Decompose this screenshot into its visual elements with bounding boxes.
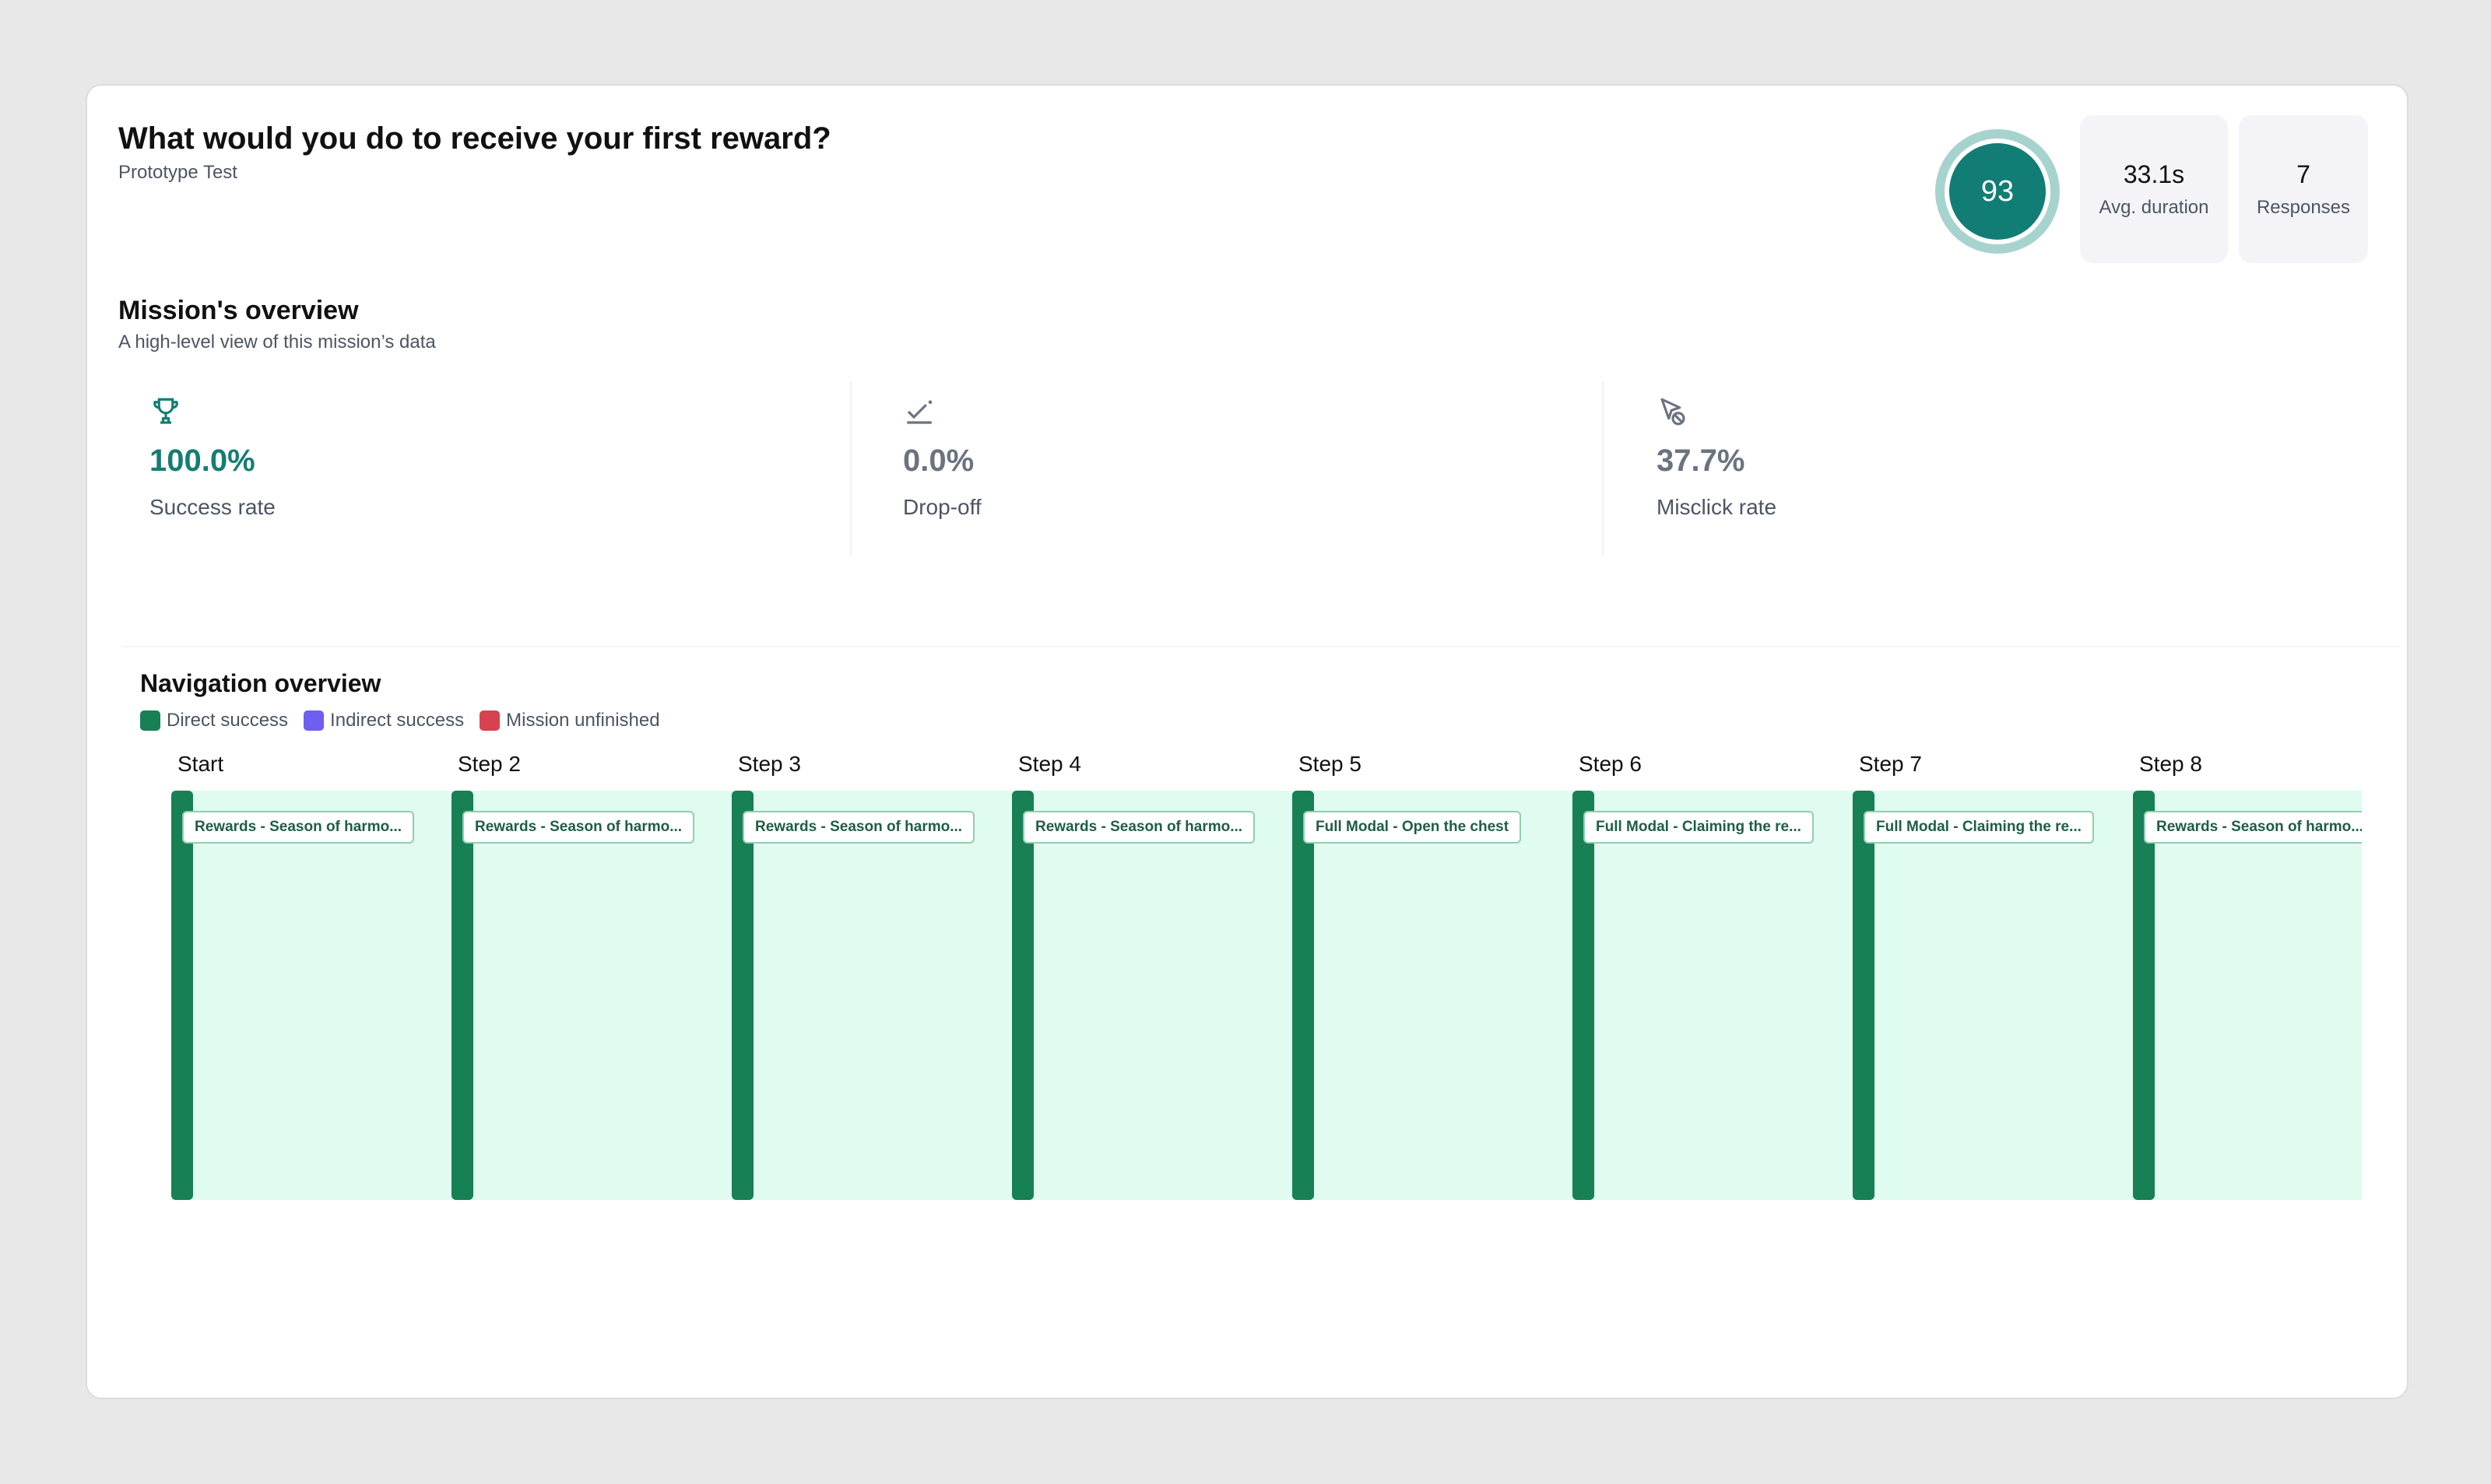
direct-success-bar[interactable] [1853,791,1874,1200]
success-rate-value: 100.0% [149,444,255,478]
responses-value: 7 [2296,160,2310,188]
screen-tag[interactable]: Rewards - Season of harmo... [462,811,695,844]
direct-success-bar[interactable] [1012,791,1034,1200]
step-flow-area [732,791,1012,1200]
legend-label: Mission unfinished [506,710,660,731]
direct-success-bar[interactable] [171,791,193,1200]
navigation-overview-title: Navigation overview [140,669,381,697]
screen-tag[interactable]: Full Modal - Claiming the re... [1583,811,1814,844]
navigation-legend: Direct success Indirect success Mission … [140,710,660,731]
avg-duration-label: Avg. duration [2099,196,2209,218]
success-rate-label: Success rate [149,495,276,519]
responses-label: Responses [2256,196,2351,218]
step-column: Step 4 Rewards - Season of harmo... [1012,752,1292,1200]
step-flow-area [2133,791,2362,1200]
success-rate-metric: 100.0% Success rate [149,381,834,556]
screen-tag[interactable]: Full Modal - Open the chest [1303,811,1522,844]
test-type-label: Prototype Test [118,162,237,183]
trophy-icon [153,398,178,424]
screen-tag[interactable]: Full Modal - Claiming the re... [1864,811,2094,844]
direct-success-bar[interactable] [451,791,473,1200]
step-flow-area [1012,791,1292,1200]
step-flow-area [451,791,732,1200]
step-flow-area [1292,791,1572,1200]
misclick-icon [1660,398,1685,426]
step-column: Step 2 Rewards - Season of harmo... [451,752,732,1200]
drop-off-label: Drop-off [903,495,982,519]
page-title: What would you do to receive your first … [118,121,831,156]
legend-label: Indirect success [330,710,465,731]
screen-tag[interactable]: Rewards - Season of harmo... [2144,811,2362,844]
overview-subtitle: A high-level view of this mission’s data [118,332,436,353]
step-column: Step 8 Rewards - Season of harmo... [2133,752,2362,1200]
step-label: Step 5 [1298,752,1361,776]
step-column: Step 5 Full Modal - Open the chest [1292,752,1572,1200]
step-label: Step 6 [1579,752,1642,776]
usability-score-ring: 93 [1935,129,2060,254]
step-column: Step 7 Full Modal - Claiming the re... [1853,752,2133,1200]
step-label: Step 7 [1859,752,1922,776]
step-column: Step 3 Rewards - Season of harmo... [732,752,1012,1200]
step-flow-area [1853,791,2133,1200]
direct-success-bar[interactable] [1292,791,1314,1200]
legend-label: Direct success [167,710,289,731]
step-label: Step 2 [458,752,521,776]
step-flow-area [1572,791,1853,1200]
usability-score: 93 [1949,143,2046,240]
misclick-rate-value: 37.7% [1657,444,1745,478]
screen-tag[interactable]: Rewards - Season of harmo... [743,811,975,844]
screen-tag[interactable]: Rewards - Season of harmo... [182,811,415,844]
legend-swatch-unfinished [480,710,501,731]
legend-mission-unfinished[interactable]: Mission unfinished [480,710,660,731]
misclick-rate-label: Misclick rate [1657,495,1777,519]
direct-success-bar[interactable] [2133,791,2155,1200]
step-label: Step 3 [738,752,801,776]
legend-swatch-direct [140,710,160,731]
direct-success-bar[interactable] [1572,791,1594,1200]
step-column: Step 6 Full Modal - Claiming the re... [1572,752,1853,1200]
legend-indirect-success[interactable]: Indirect success [304,710,464,731]
drop-off-value: 0.0% [903,444,975,478]
legend-direct-success[interactable]: Direct success [140,710,288,731]
avg-duration-stat: 33.1s Avg. duration [2080,115,2228,263]
navigation-overview-panel: Navigation overview Direct success Indir… [121,646,2401,1398]
navigation-steps: Start Rewards - Season of harmo... Step … [171,752,2362,1200]
step-label: Start [177,752,224,776]
step-label: Step 8 [2139,752,2202,776]
step-column: Start Rewards - Season of harmo... [171,752,451,1200]
direct-success-bar[interactable] [732,791,754,1200]
responses-stat: 7 Responses [2239,115,2368,263]
avg-duration-value: 33.1s [2123,160,2185,188]
drop-off-metric: 0.0% Drop-off [850,381,1602,556]
screen-tag[interactable]: Rewards - Season of harmo... [1023,811,1256,844]
step-label: Step 4 [1018,752,1081,776]
step-flow-area [171,791,451,1200]
drop-off-icon [907,400,933,424]
mission-results-card: What would you do to receive your first … [86,84,2408,1399]
legend-swatch-indirect [304,710,325,731]
misclick-rate-metric: 37.7% Misclick rate [1602,381,2365,556]
overview-title: Mission's overview [118,296,359,325]
